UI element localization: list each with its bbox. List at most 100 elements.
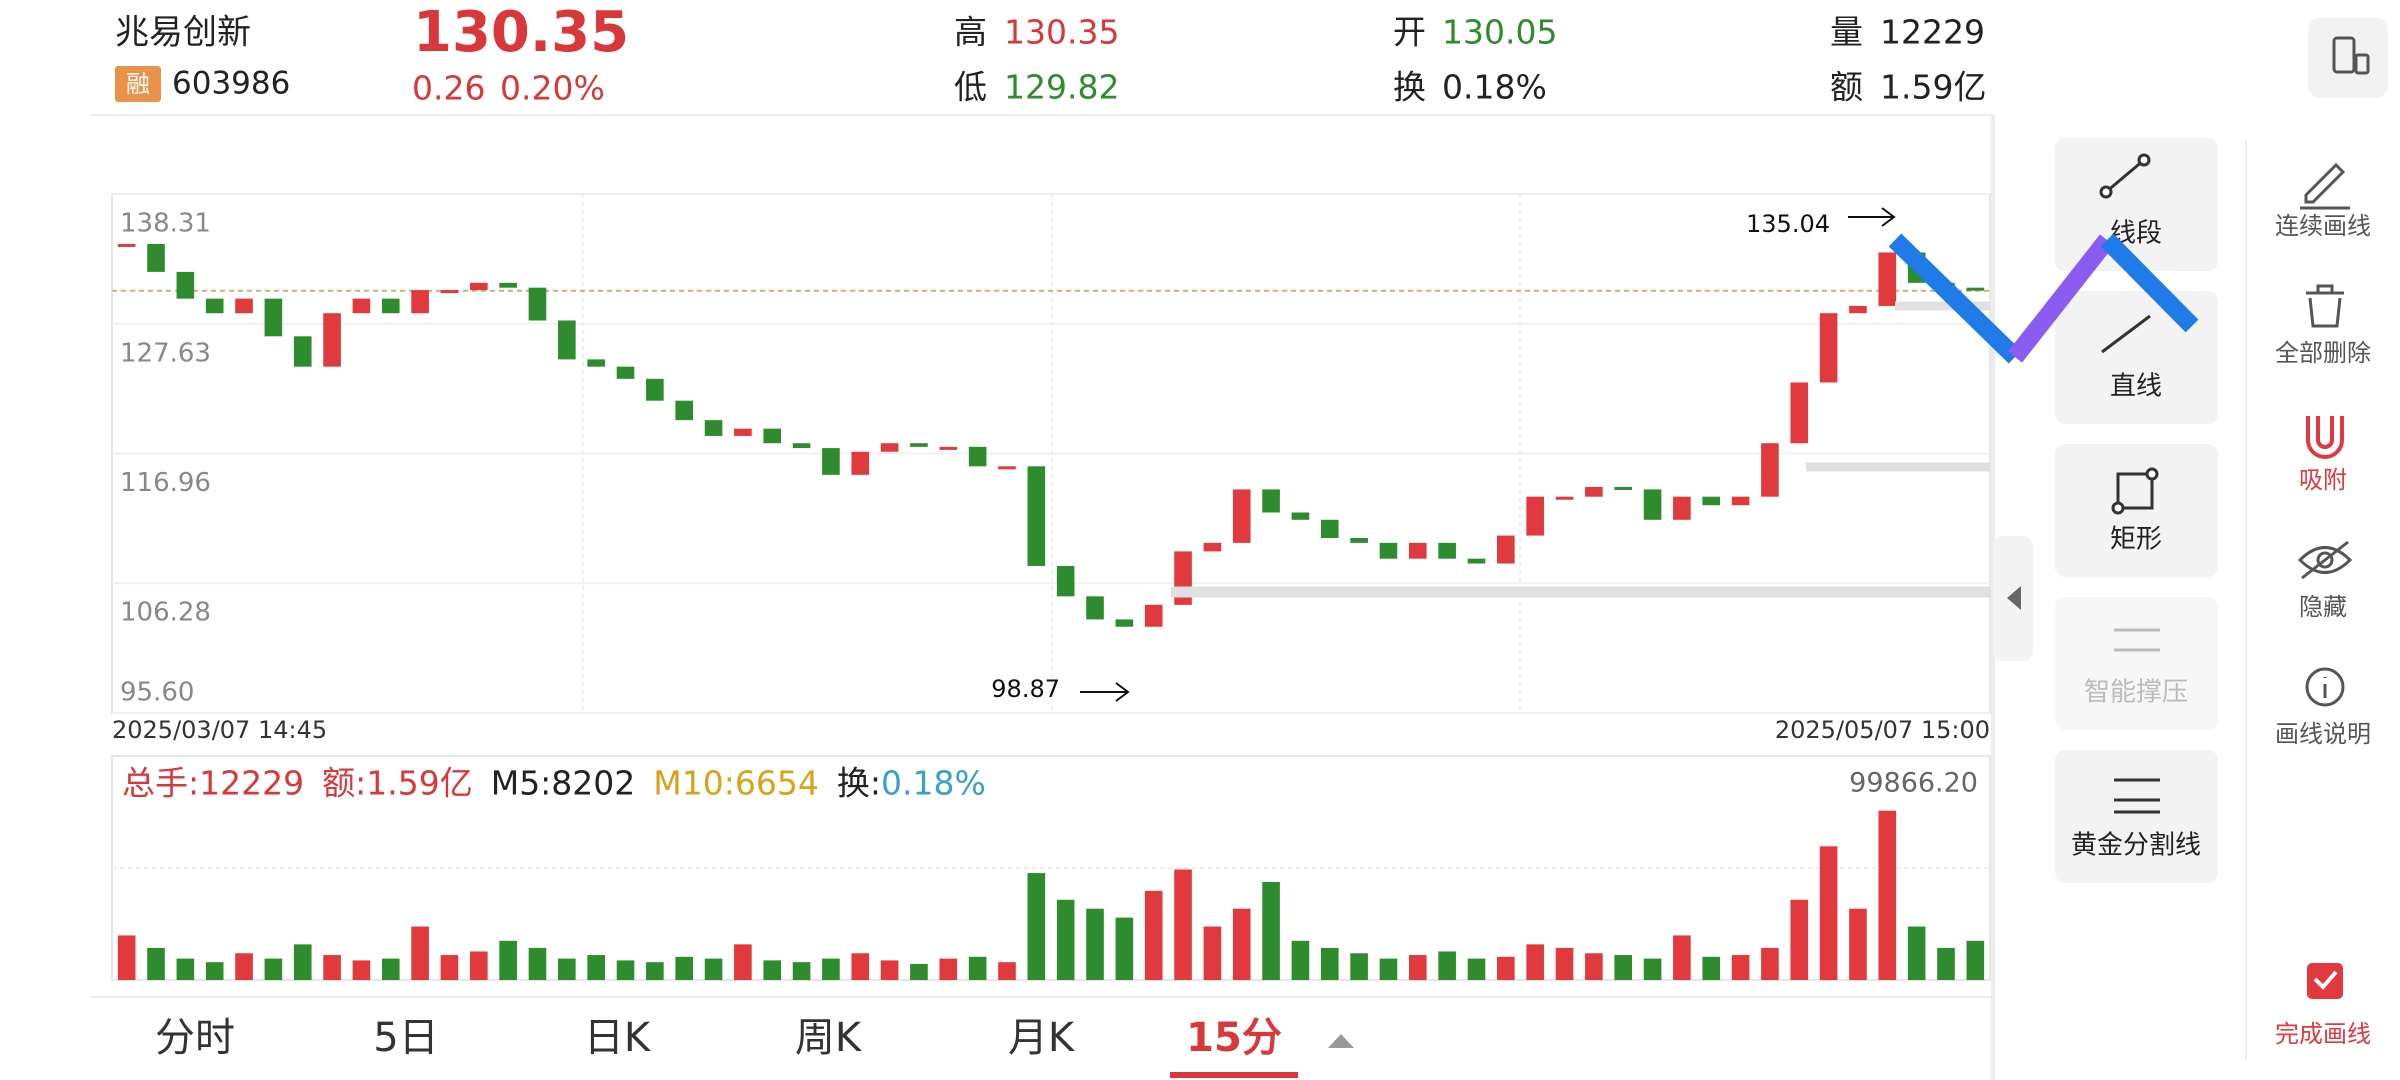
candle	[763, 428, 782, 444]
volume-bar	[616, 960, 635, 980]
tool-button[interactable]	[2055, 138, 2218, 271]
legend-item: 换:	[837, 764, 881, 803]
volume-bar	[440, 955, 459, 980]
icon	[2101, 314, 2151, 354]
candle	[176, 271, 195, 299]
candle	[205, 298, 224, 314]
volume-bar	[1702, 956, 1721, 980]
candle	[1408, 542, 1427, 559]
low-marker: 98.87	[991, 675, 1060, 703]
volume-bar	[323, 955, 341, 980]
candle	[1673, 496, 1691, 520]
icon	[2116, 472, 2154, 510]
candle	[1614, 486, 1633, 490]
candle	[1497, 535, 1515, 564]
tab[interactable]: 5日	[373, 1015, 438, 1061]
label: 开	[1393, 13, 1426, 52]
icon	[2307, 963, 2343, 999]
volume-bar	[264, 958, 283, 980]
candle	[822, 448, 840, 475]
volume-bar	[1673, 935, 1691, 980]
side-action[interactable]: 隐藏	[2299, 593, 2347, 621]
icon	[2145, 467, 2159, 481]
candle	[1262, 489, 1280, 513]
candle	[117, 243, 136, 247]
icon	[2099, 185, 2113, 199]
tool-button[interactable]	[2055, 291, 2218, 424]
candle	[411, 290, 429, 314]
candle	[1849, 305, 1867, 314]
arrow	[1848, 207, 1896, 227]
volume-bar	[1790, 899, 1809, 980]
volume-bar	[1056, 899, 1075, 980]
tab-underline	[1170, 1072, 1298, 1078]
candle	[499, 282, 517, 288]
volume-bar	[675, 956, 694, 980]
icon	[2105, 158, 2145, 194]
volume-bar	[499, 940, 517, 980]
candle	[440, 290, 459, 294]
side-action[interactable]: 全部删除	[2275, 339, 2371, 367]
volume-bar	[558, 958, 576, 980]
volume-bar	[176, 958, 195, 980]
volume-bar	[822, 958, 840, 980]
volume-bar	[1291, 940, 1310, 980]
tab[interactable]: 月K	[1008, 1015, 1076, 1061]
side-action[interactable]: 画线说明	[2275, 720, 2371, 748]
side-action[interactable]: 完成画线	[2275, 1020, 2371, 1048]
candle	[1056, 565, 1075, 597]
arrow	[1080, 682, 1130, 702]
candle	[528, 287, 547, 321]
value: 130.05	[1442, 13, 1557, 52]
candle	[1585, 486, 1603, 497]
candle	[1819, 313, 1838, 383]
volume-bar	[646, 962, 664, 980]
candle	[880, 443, 899, 452]
tab[interactable]: 15分	[1186, 1015, 1282, 1061]
candle	[646, 378, 664, 401]
drawn-zigzag	[2007, 234, 2115, 363]
icon	[2114, 778, 2160, 814]
price: 130.35	[413, 0, 629, 65]
candle	[1702, 496, 1721, 506]
y-tick-label: 99866.20	[1849, 768, 1978, 799]
tab-expand[interactable]	[1328, 1034, 1354, 1048]
orientation-button[interactable]	[2308, 18, 2388, 98]
volume-bar	[1115, 917, 1134, 980]
candle	[1350, 538, 1368, 543]
tool-button[interactable]	[2055, 750, 2218, 883]
candle	[469, 282, 488, 291]
tab[interactable]: 周K	[795, 1015, 863, 1061]
volume-bar	[352, 960, 371, 980]
candle	[1966, 287, 1985, 291]
tool-button[interactable]	[2055, 597, 2218, 730]
value: 129.82	[1004, 68, 1119, 107]
label: 低	[954, 68, 987, 107]
volume-bar	[1966, 940, 1985, 980]
tab-bar: 分时 5日 日K 周K 月K 15分	[155, 1015, 1298, 1078]
tab[interactable]: 分时	[155, 1015, 235, 1061]
side-action[interactable]: 连续画线	[2275, 212, 2371, 240]
volume-bar	[880, 960, 899, 980]
volume-bar	[851, 953, 870, 980]
candle	[1643, 489, 1662, 520]
legend-item: 0.18%	[881, 764, 986, 803]
volume-bar	[1614, 955, 1633, 980]
volume-bar	[1438, 951, 1456, 980]
candle	[1144, 604, 1163, 627]
volume-bar	[1262, 881, 1280, 980]
candle	[1878, 252, 1897, 306]
tool-button[interactable]	[2055, 444, 2218, 577]
legend-item: 额:1.59亿	[322, 764, 473, 803]
candle	[1291, 512, 1310, 520]
tab[interactable]: 日K	[584, 1015, 652, 1061]
volume-bar	[939, 958, 958, 980]
candle	[323, 313, 341, 367]
volume-bar	[1761, 947, 1779, 980]
side-action[interactable]: 吸附	[2299, 466, 2347, 494]
candle	[1379, 542, 1398, 559]
value: 12229	[1880, 13, 1985, 52]
candle	[851, 451, 870, 475]
